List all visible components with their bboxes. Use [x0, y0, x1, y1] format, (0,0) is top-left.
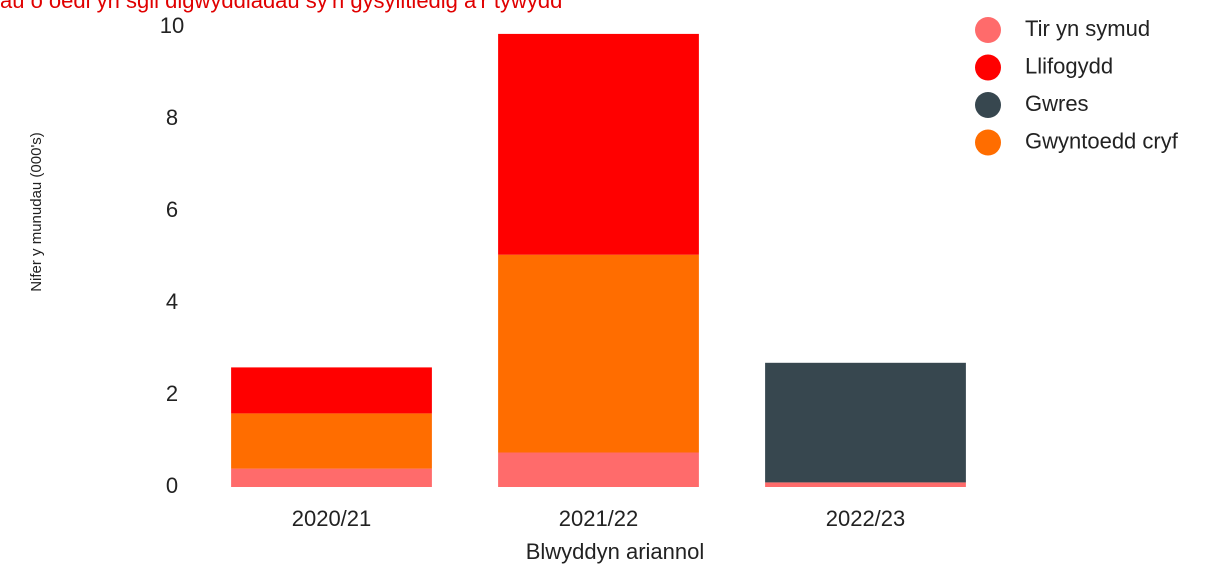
y-tick-label: 6 [166, 197, 178, 222]
y-axis-label: Nifer y munudau (000's) [28, 132, 45, 292]
legend-label: Gwres [1025, 91, 1089, 116]
bar-segment [231, 367, 432, 414]
y-tick-label: 0 [166, 473, 178, 498]
bar-segment [765, 482, 966, 487]
bar-segment [231, 468, 432, 487]
y-tick-label: 8 [166, 105, 178, 130]
x-tick-label: 2021/22 [559, 506, 639, 531]
bar-segment [498, 33, 699, 255]
bar-segment [765, 362, 966, 483]
bar-segment [498, 452, 699, 487]
legend-swatch [975, 92, 1001, 118]
legend-label: Tir yn symud [1025, 16, 1150, 41]
bar-segment [498, 254, 699, 453]
legend-swatch [975, 54, 1001, 81]
y-tick-label: 2 [166, 381, 178, 406]
legend-swatch [975, 129, 1001, 156]
x-tick-label: 2022/23 [826, 506, 906, 531]
y-tick-label: 4 [166, 289, 178, 314]
legend-swatch [975, 17, 1001, 43]
bar-segment [231, 413, 432, 469]
legend-label: Llifogydd [1025, 53, 1113, 78]
x-axis-label: Blwyddyn ariannol [526, 539, 705, 564]
y-tick-label: 10 [160, 13, 184, 38]
legend-label: Gwyntoedd cryf [1025, 128, 1179, 153]
chart-title: au o oedi yn sgil digwyddiadau sy'n gysy… [0, 0, 562, 13]
x-tick-label: 2020/21 [292, 506, 372, 531]
